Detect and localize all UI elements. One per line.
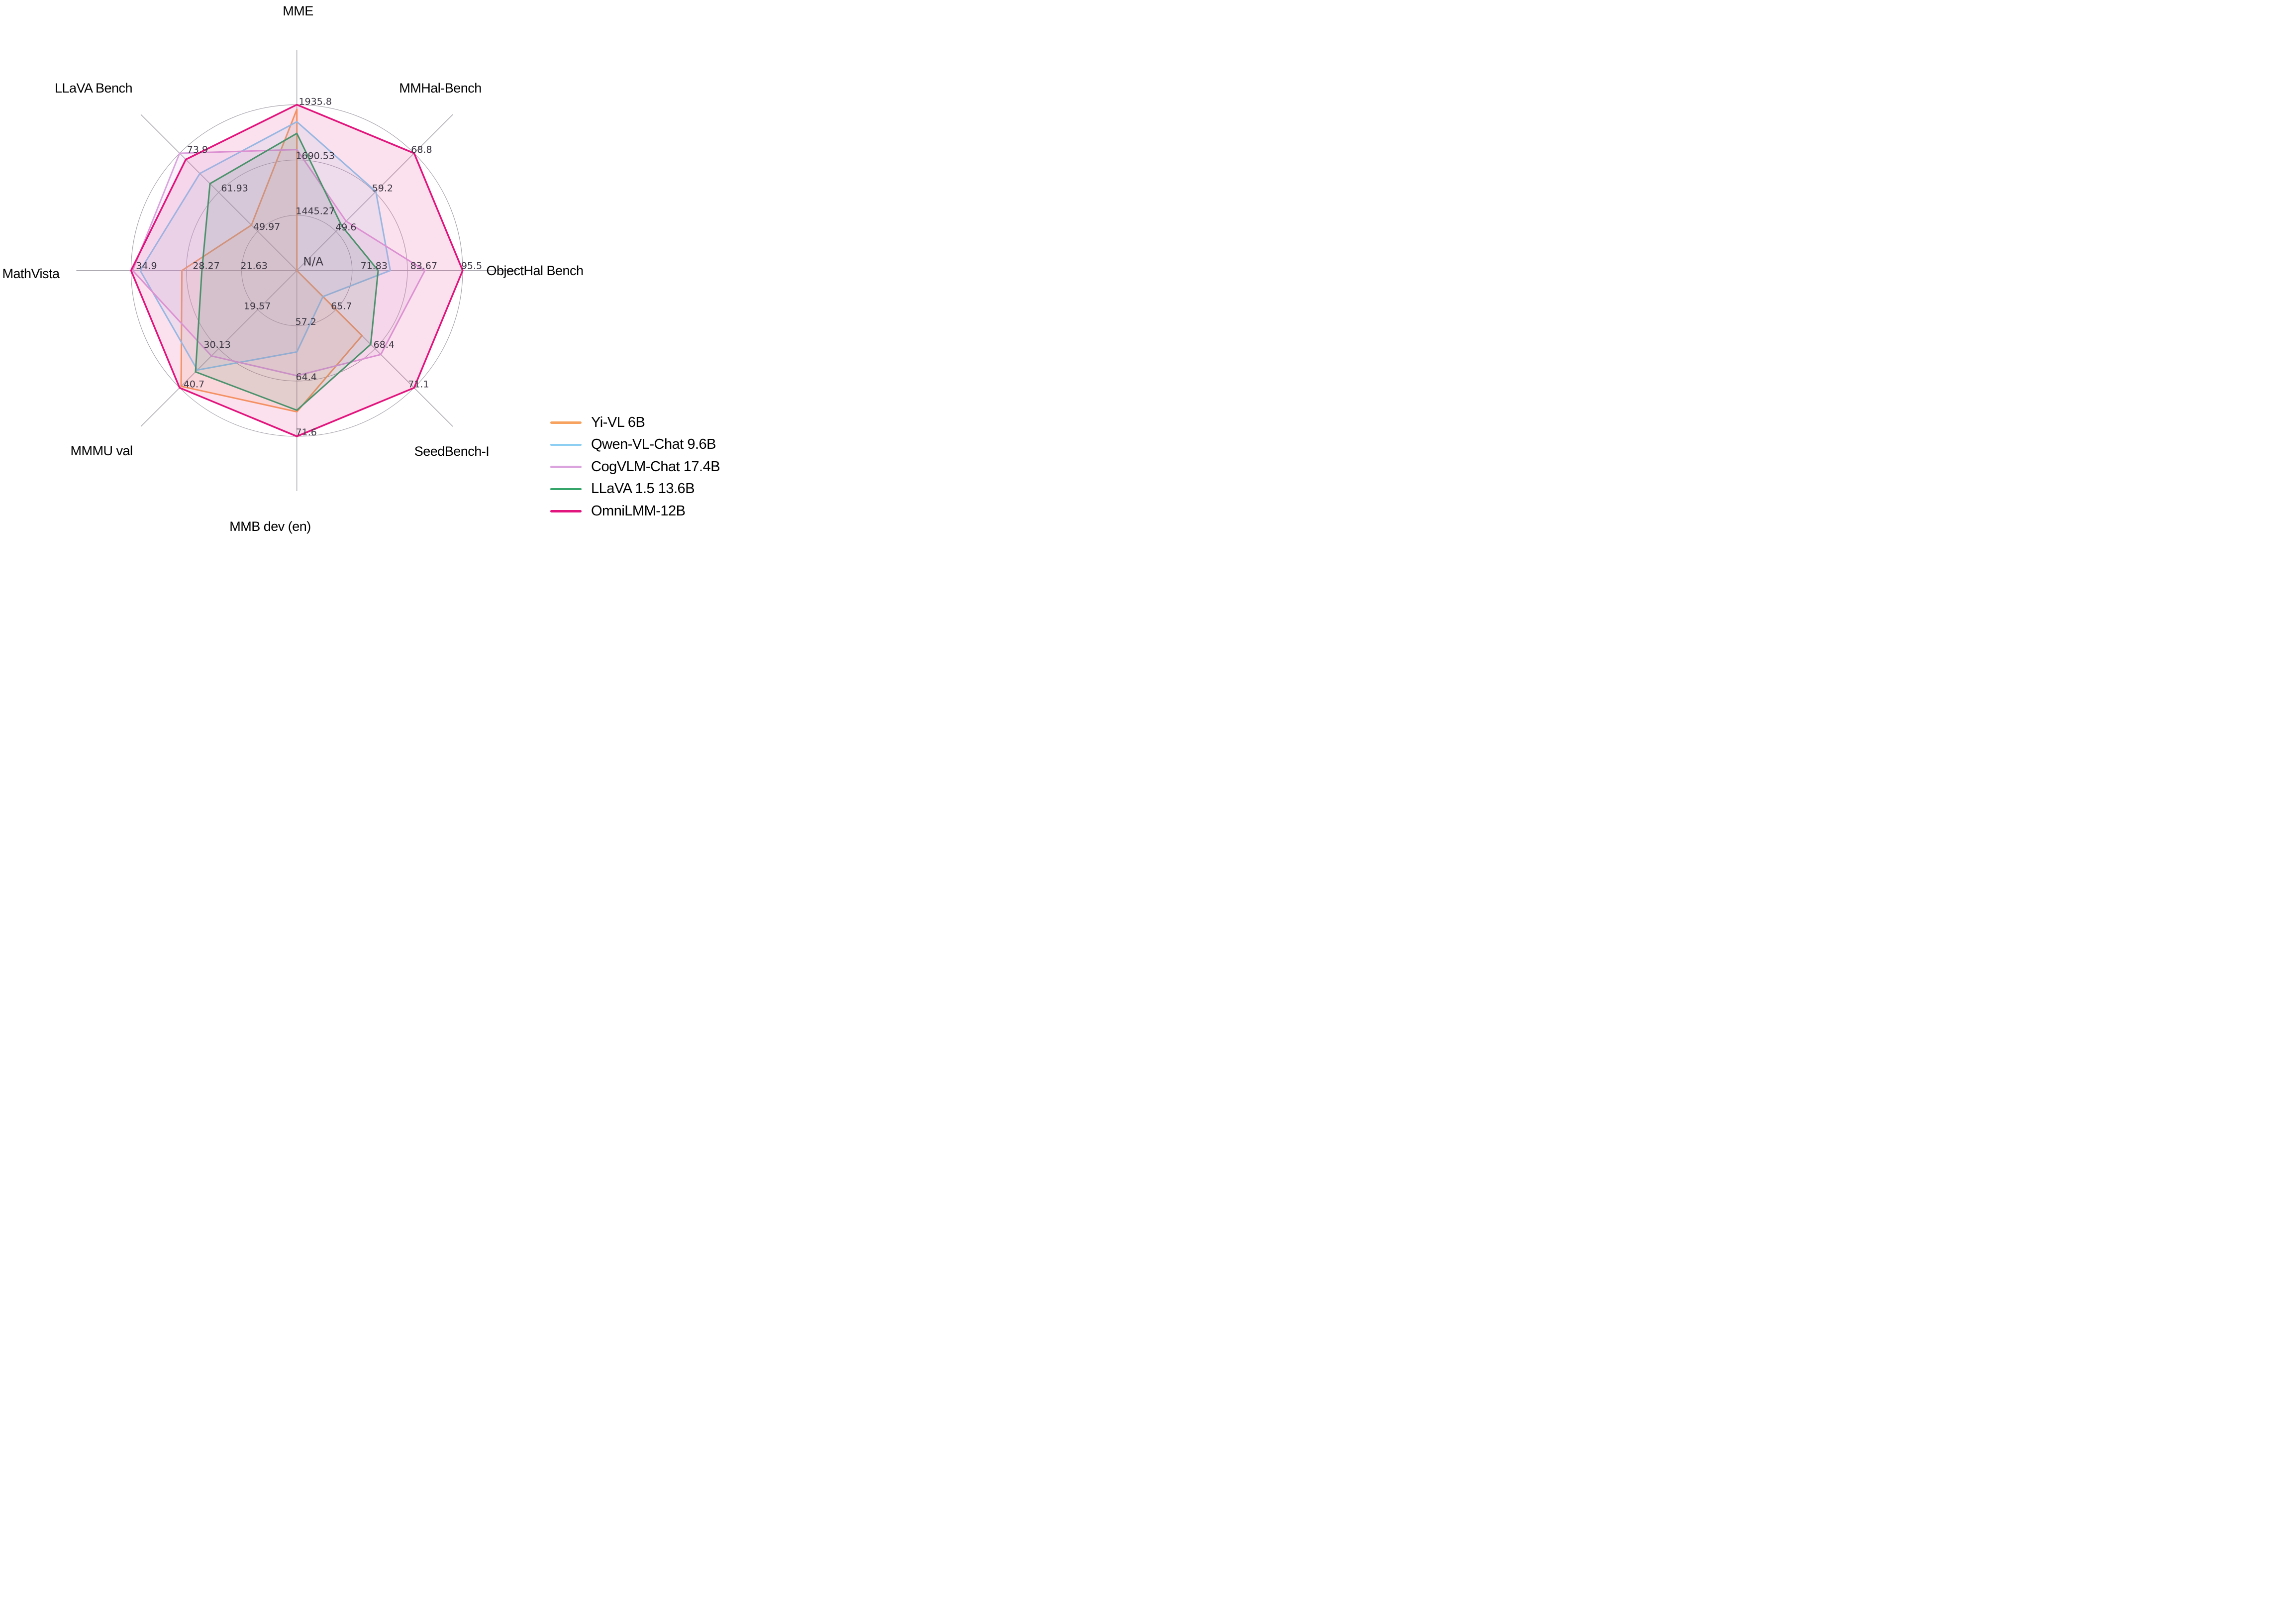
legend-swatch-yi-vl-6b <box>550 421 582 424</box>
tick-label-mmhal-bench-3: 68.8 <box>411 144 432 155</box>
legend-item-cogvlm-chat-17-4b: CogVLM-Chat 17.4B <box>550 456 720 478</box>
axis-title-llava-bench: LLaVA Bench <box>55 81 132 96</box>
legend-swatch-omnilmm-12b <box>550 510 582 512</box>
axis-title-mathvista: MathVista <box>2 266 60 281</box>
legend-label-yi-vl-6b: Yi-VL 6B <box>591 414 645 430</box>
tick-label-objecthal-bench-3: 95.5 <box>461 261 482 272</box>
tick-label-llava-bench-2: 61.93 <box>221 183 248 194</box>
tick-label-mmmu-val-3: 40.7 <box>184 379 204 390</box>
center-na-label: N/A <box>303 256 323 269</box>
tick-label-mathvista-2: 28.27 <box>193 261 219 272</box>
tick-label-mmmu-val-2: 30.13 <box>203 339 230 350</box>
tick-label-seedbench-i-1: 65.7 <box>331 301 352 311</box>
legend-label-llava-1-5-13-6b: LLaVA 1.5 13.6B <box>591 481 695 497</box>
tick-label-mme-1: 1445.27 <box>296 206 335 217</box>
legend-item-yi-vl-6b: Yi-VL 6B <box>550 411 720 434</box>
tick-label-mathvista-3: 34.9 <box>136 261 157 272</box>
radar-chart: 1445.27 1690.53 1935.8 49.6 59.2 68.8 71.83 83.… <box>2 3 584 534</box>
axis-title-mmmu-val: MMMU val <box>71 443 133 458</box>
series-polygon-yi-vl-6b <box>180 108 363 413</box>
legend-swatch-cogvlm-chat-17-4b <box>550 466 582 468</box>
series-polygon-cogvlm-chat-17-4b <box>132 149 426 377</box>
series-polygon-qwen-vl-chat-9-6b <box>139 121 391 371</box>
legend-label-omnilmm-12b: OmniLMM-12B <box>591 503 686 519</box>
series-polygon-omnilmm-12b <box>130 103 464 437</box>
tick-label-seedbench-i-3: 71.1 <box>408 379 429 390</box>
tick-label-mmhal-bench-2: 59.2 <box>372 183 393 194</box>
tick-label-mmhal-bench-1: 49.6 <box>335 222 356 233</box>
tick-label-mme-2: 1690.53 <box>296 151 335 162</box>
legend: Yi-VL 6B Qwen-VL-Chat 9.6B CogVLM-Chat 17.… <box>550 411 720 522</box>
legend-label-cogvlm-chat-17-4b: CogVLM-Chat 17.4B <box>591 458 720 475</box>
axis-title-objecthal-bench: ObjectHal Bench <box>486 263 583 278</box>
axis-title-mme: MME <box>283 3 313 18</box>
tick-label-mmb-dev-en-3: 71.6 <box>296 427 317 438</box>
axis-title-mmhal-bench: MMHal-Bench <box>399 81 482 96</box>
radar-figure: 1445.27 1690.53 1935.8 49.6 59.2 68.8 71.83 83.… <box>0 0 764 541</box>
legend-item-omnilmm-12b: OmniLMM-12B <box>550 500 720 522</box>
tick-label-mmb-dev-en-1: 57.2 <box>296 316 316 327</box>
tick-label-mme-3: 1935.8 <box>299 96 331 107</box>
legend-label-qwen-vl-chat-9-6b: Qwen-VL-Chat 9.6B <box>591 436 716 453</box>
tick-label-llava-bench-3: 73.9 <box>187 144 208 155</box>
legend-item-qwen-vl-chat-9-6b: Qwen-VL-Chat 9.6B <box>550 434 720 456</box>
tick-label-objecthal-bench-2: 83.67 <box>410 261 437 272</box>
tick-label-seedbench-i-2: 68.4 <box>374 339 395 350</box>
legend-swatch-llava-1-5-13-6b <box>550 488 582 490</box>
legend-item-llava-1-5-13-6b: LLaVA 1.5 13.6B <box>550 478 720 501</box>
axis-title-mmb-dev-en: MMB dev (en) <box>229 519 311 534</box>
axis-title-seedbench-i: SeedBench-I <box>414 444 490 459</box>
tick-label-objecthal-bench-1: 71.83 <box>361 261 388 272</box>
series-polygon-llava-1-5-13-6b <box>195 132 379 411</box>
tick-label-mmb-dev-en-2: 64.4 <box>296 372 317 383</box>
tick-label-mathvista-1: 21.63 <box>240 261 267 272</box>
legend-swatch-qwen-vl-chat-9-6b <box>550 443 582 446</box>
tick-label-mmmu-val-1: 19.57 <box>244 301 271 311</box>
tick-label-llava-bench-1: 49.97 <box>253 221 280 232</box>
